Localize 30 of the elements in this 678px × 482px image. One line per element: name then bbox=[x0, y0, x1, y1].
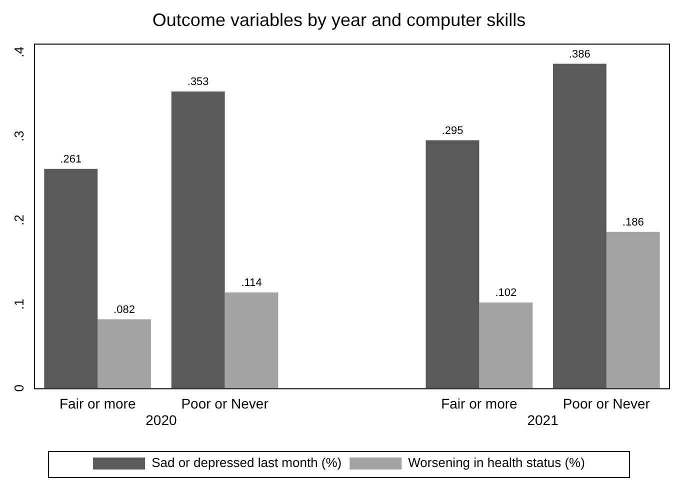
data-label: .295 bbox=[442, 124, 464, 137]
bar bbox=[479, 302, 533, 388]
x-tick-label: Fair or more bbox=[59, 395, 136, 412]
data-label: .114 bbox=[241, 276, 262, 289]
data-label: .082 bbox=[114, 304, 136, 316]
data-label: .386 bbox=[568, 48, 590, 60]
x-tick-label: Poor or Never bbox=[562, 395, 650, 412]
x-tick-label: Fair or more bbox=[441, 395, 518, 412]
legend-label: Worsening in health status (%) bbox=[408, 455, 585, 470]
data-label: .353 bbox=[187, 76, 209, 88]
y-tick-label: .2 bbox=[12, 214, 27, 226]
bar bbox=[426, 140, 480, 388]
text: 2020 bbox=[146, 412, 177, 428]
legend-label: Sad or depressed last month (%) bbox=[152, 455, 342, 470]
data-label: .186 bbox=[622, 216, 644, 228]
y-tick-label: .1 bbox=[12, 298, 27, 310]
bar bbox=[224, 292, 278, 388]
data-label: .261 bbox=[60, 153, 82, 166]
y-tick-label: .4 bbox=[12, 46, 27, 58]
bar bbox=[171, 92, 225, 388]
y-tick-label: .3 bbox=[12, 130, 27, 142]
chart-title: Outcome variables by year and computer skills bbox=[152, 10, 526, 30]
data-label: .102 bbox=[495, 287, 517, 299]
bar bbox=[44, 168, 98, 388]
bar bbox=[98, 319, 152, 388]
bar bbox=[552, 64, 606, 388]
x-tick-label: Poor or Never bbox=[181, 395, 269, 412]
y-tick-label: 0 bbox=[12, 384, 27, 392]
text: 2021 bbox=[527, 412, 559, 428]
bar bbox=[606, 232, 660, 388]
